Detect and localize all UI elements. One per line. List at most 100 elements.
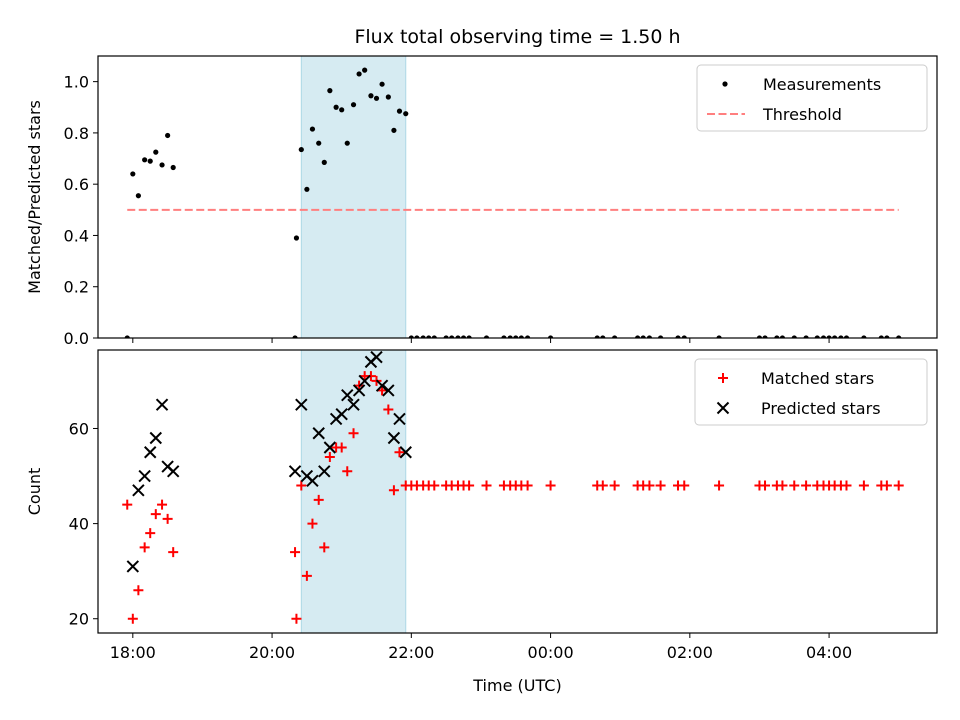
measurement-point — [304, 186, 310, 192]
y-tick-label: 0.2 — [64, 278, 89, 297]
measurement-point — [130, 171, 136, 177]
matched-stars-point — [394, 447, 405, 458]
measurement-point — [518, 335, 524, 338]
measurement-point — [803, 335, 809, 338]
matched-stars-point — [301, 570, 312, 581]
measurement-point — [165, 132, 171, 139]
matched-stars-point — [522, 480, 533, 491]
matched-stars-point — [319, 542, 330, 553]
predicted-stars-point — [155, 398, 169, 411]
plot-area-1 — [122, 350, 904, 624]
matched-stars-point — [893, 480, 904, 491]
measurement-point — [449, 335, 455, 338]
predicted-stars-point — [288, 465, 302, 478]
y-tick-label: 60 — [69, 419, 89, 438]
matched-stars-point — [644, 480, 655, 491]
y-axis-label: Matched/Predicted stars — [25, 100, 44, 294]
matched-stars-point — [122, 499, 133, 510]
x-tick-label: 18:00 — [110, 643, 156, 662]
matched-stars-point — [145, 528, 156, 539]
matched-stars-point — [655, 480, 666, 491]
measurement-point — [762, 335, 768, 338]
matched-stars-point — [464, 480, 475, 491]
measurement-point — [635, 335, 641, 338]
measurement-point — [170, 164, 176, 171]
measurement-point — [356, 71, 362, 77]
measurement-point — [832, 335, 838, 338]
observing-span-1 — [301, 350, 406, 633]
predicted-stars-point — [323, 441, 337, 454]
measurement-point — [675, 335, 681, 338]
measurement-point — [316, 140, 322, 146]
measurement-point — [333, 104, 339, 110]
y-tick-label: 40 — [69, 515, 89, 534]
matched-stars-point — [841, 480, 852, 491]
matched-stars-point — [336, 442, 347, 453]
matched-stars-point — [609, 480, 620, 491]
measurement-point — [135, 193, 141, 199]
x-tick-label: 00:00 — [528, 643, 574, 662]
measurement-point — [298, 146, 304, 153]
matched-stars-point — [777, 480, 788, 491]
predicted-stars-point — [370, 350, 383, 364]
measurement-point — [600, 335, 606, 338]
y-tick-label: 0.4 — [64, 226, 89, 245]
x-tick-label: 04:00 — [806, 643, 852, 662]
measurement-point — [640, 335, 646, 338]
predicted-stars-point — [335, 408, 348, 421]
predicted-stars-point — [382, 384, 395, 397]
y-tick-label: 1.0 — [64, 73, 89, 92]
predicted-stars-point — [149, 431, 162, 445]
matched-stars-point — [157, 499, 168, 510]
matched-stars-point — [481, 480, 492, 491]
measurement-point — [414, 335, 420, 338]
measurement-point — [501, 335, 507, 338]
predicted-stars-point — [138, 469, 151, 483]
measurement-point — [455, 335, 461, 338]
measurement-point — [443, 335, 449, 338]
matched-stars-point — [291, 613, 302, 624]
measurement-point — [373, 95, 380, 101]
measurement-point — [385, 94, 391, 100]
matched-stars-point — [168, 547, 179, 558]
matched-stars-point — [858, 480, 869, 491]
y-axis-label: Count — [25, 468, 44, 516]
matched-stars-point — [383, 404, 394, 415]
y-tick-label: 0.8 — [64, 124, 89, 143]
matched-stars-point — [348, 428, 359, 439]
measurement-point — [327, 88, 333, 94]
measurement-point — [396, 108, 403, 114]
measurement-point — [820, 335, 827, 338]
x-tick-label: 22:00 — [388, 643, 434, 662]
predicted-stars-point — [144, 446, 157, 459]
matched-stars-point — [365, 371, 376, 382]
measurement-point — [426, 335, 432, 338]
measurement-point — [147, 158, 153, 164]
predicted-stars-point — [393, 412, 406, 426]
measurement-point — [293, 235, 300, 241]
measurement-point — [321, 159, 327, 165]
measurement-point — [159, 162, 165, 168]
matched-stars-point — [881, 480, 892, 491]
matched-stars-point — [307, 518, 318, 529]
measurement-point — [716, 335, 722, 338]
measurement-point — [350, 102, 357, 108]
matched-stars-point — [296, 480, 307, 491]
x-tick-label: 02:00 — [667, 643, 713, 662]
axes-frame-1 — [97, 349, 938, 634]
measurement-point — [594, 335, 600, 338]
predicted-stars-point — [306, 474, 319, 488]
legend-label: Predicted stars — [761, 399, 881, 418]
measurement-point — [362, 67, 368, 73]
legend-matched-swatch — [718, 373, 728, 383]
matched-stars-point — [679, 480, 690, 491]
matched-stars-point — [388, 485, 399, 496]
measurement-point — [344, 140, 350, 146]
measurement-point — [657, 335, 664, 338]
matched-stars-point — [377, 385, 388, 396]
matched-stars-point — [133, 585, 144, 596]
predicted-stars-point — [358, 374, 371, 388]
measurement-point — [466, 335, 472, 338]
matched-stars-point — [789, 480, 800, 491]
